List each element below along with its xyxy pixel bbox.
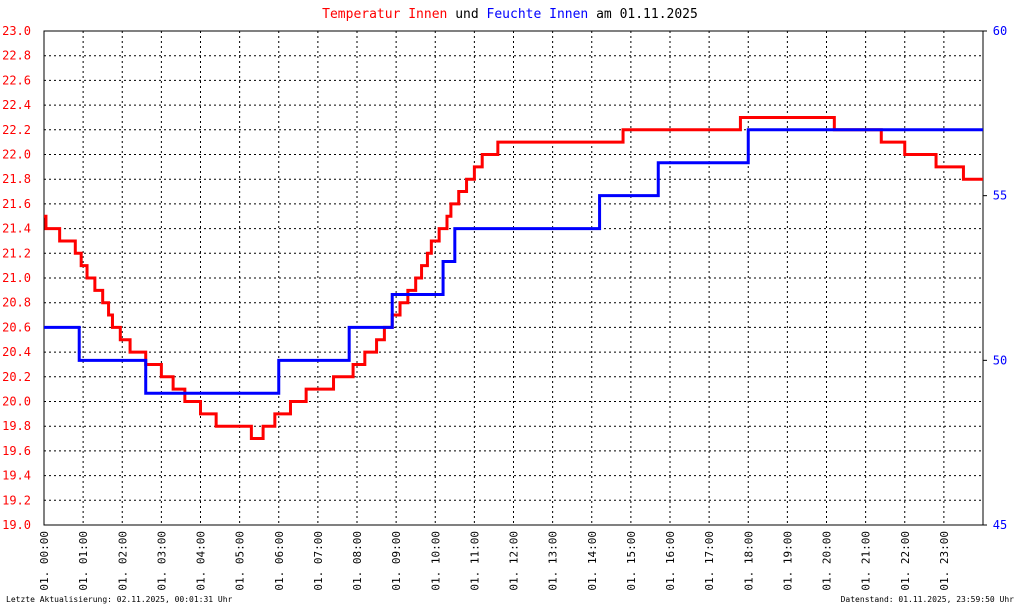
y-tick-label: 19.0 bbox=[2, 518, 31, 532]
plot-border bbox=[43, 30, 984, 526]
x-tick-label: 01. 05:00 bbox=[234, 531, 247, 591]
y-tick-label: 22.0 bbox=[2, 148, 31, 162]
footer-left: Letzte Aktualisierung: 02.11.2025, 00:01… bbox=[6, 595, 233, 604]
x-tick-label: 01. 12:00 bbox=[508, 531, 521, 591]
y-tick-label: 19.6 bbox=[2, 444, 31, 458]
y-tick-label: 22.2 bbox=[2, 123, 31, 137]
title-series-name: Temperatur Innen bbox=[322, 7, 447, 22]
x-tick-label: 01. 22:00 bbox=[899, 531, 912, 591]
title-text: und bbox=[455, 7, 478, 22]
y-tick-label: 22.4 bbox=[2, 98, 31, 112]
series-line bbox=[44, 115, 983, 441]
x-tick-label: 01. 07:00 bbox=[312, 531, 325, 591]
x-tick-label: 01. 23:00 bbox=[938, 531, 951, 591]
x-tick-label: 01. 14:00 bbox=[586, 531, 599, 591]
y-tick-label: 23.0 bbox=[2, 24, 31, 38]
y-tick-label: 19.4 bbox=[2, 469, 31, 483]
y-tick-label: 20.6 bbox=[2, 320, 31, 334]
x-tick-label: 01. 21:00 bbox=[860, 531, 873, 591]
y-tick-label: 21.6 bbox=[2, 197, 31, 211]
y-tick-label: 21.4 bbox=[2, 222, 31, 236]
y-tick-label: 21.8 bbox=[2, 172, 31, 186]
x-tick-label: 01. 01:00 bbox=[77, 531, 90, 591]
x-tick-label: 01. 03:00 bbox=[155, 531, 168, 591]
x-tick-label: 01. 16:00 bbox=[664, 531, 677, 591]
y-tick-label: 20.8 bbox=[2, 296, 31, 310]
x-tick-label: 01. 06:00 bbox=[273, 531, 286, 591]
y-tick-label: 22.8 bbox=[2, 49, 31, 63]
x-tick-label: 01. 04:00 bbox=[195, 531, 208, 591]
title-text: am 01.11.2025 bbox=[596, 7, 698, 22]
x-tick-label: 01. 20:00 bbox=[821, 531, 834, 591]
x-tick-label: 01. 00:00 bbox=[38, 531, 51, 591]
y-tick-label: 19.8 bbox=[2, 419, 31, 433]
x-tick-label: 01. 11:00 bbox=[468, 531, 481, 591]
x-tick-label: 01. 09:00 bbox=[390, 531, 403, 591]
x-tick-label: 01. 15:00 bbox=[625, 531, 638, 591]
y-tick-label: 22.6 bbox=[2, 73, 31, 87]
x-tick-label: 01. 08:00 bbox=[351, 531, 364, 591]
title-series-name: Feuchte Innen bbox=[487, 7, 589, 22]
chart-title: Temperatur Innen und Feuchte Innen am 01… bbox=[322, 7, 698, 22]
footer-right: Datenstand: 01.11.2025, 23:59:50 Uhr bbox=[841, 595, 1015, 604]
series-line bbox=[44, 128, 983, 395]
y-tick-label: 20.0 bbox=[2, 395, 31, 409]
y-tick-label: 21.2 bbox=[2, 246, 31, 260]
x-tick-label: 01. 19:00 bbox=[781, 531, 794, 591]
y-tick-label: 19.2 bbox=[2, 493, 31, 507]
x-tick-label: 01. 10:00 bbox=[429, 531, 442, 591]
y2-tick-label: 60 bbox=[993, 24, 1007, 38]
y2-tick-label: 55 bbox=[993, 189, 1007, 203]
y2-tick-label: 50 bbox=[993, 353, 1007, 367]
y-tick-label: 21.0 bbox=[2, 271, 31, 285]
y-tick-label: 20.4 bbox=[2, 345, 31, 359]
x-tick-label: 01. 13:00 bbox=[547, 531, 560, 591]
y2-tick-label: 45 bbox=[993, 518, 1007, 532]
x-tick-label: 01. 02:00 bbox=[116, 531, 129, 591]
y-tick-label: 20.2 bbox=[2, 370, 31, 384]
x-tick-label: 01. 17:00 bbox=[703, 531, 716, 591]
x-tick-label: 01. 18:00 bbox=[742, 531, 755, 591]
